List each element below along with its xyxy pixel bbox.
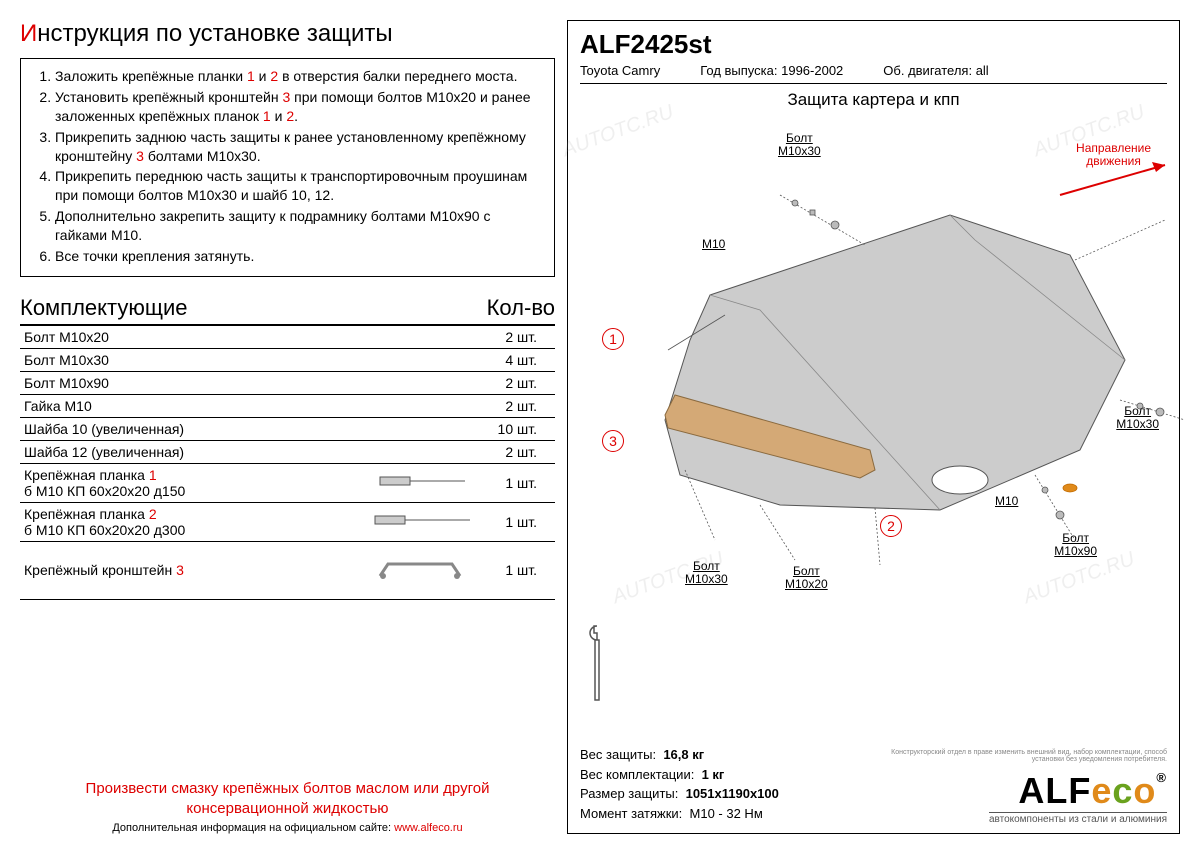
instruction-3: Прикрепить заднюю часть защиты к ранее у… [55,128,542,166]
callout-bolt-r2: БолтМ10х90 [1054,532,1097,558]
instruction-2: Установить крепёжный кронштейн 3 при пом… [55,88,542,126]
part-row: Шайба 10 (увеличенная)10 шт. [20,417,555,440]
wrench-icon [584,618,610,713]
callout-bolt-bc: БолтМ10х20 [785,565,828,591]
engine-info: Об. двигателя: all [883,63,988,78]
product-code: ALF2425st [580,29,1167,60]
brand-tagline: автокомпоненты из стали и алюминия [989,812,1167,825]
part-row-illus: Крепёжная планка 2б М10 КП 60х20х20 д300… [20,502,555,541]
part-row: Шайба 12 (увеличенная)2 шт. [20,440,555,463]
footer-link-line: Дополнительная информация на официальном… [20,822,555,834]
diagram-panel: ALF2425st Toyota Camry Год выпуска: 1996… [567,20,1180,834]
title-first-letter: И [20,20,37,47]
parts-header-row: Комплектующие Кол-во [20,295,555,326]
part-row: Болт М10х304 шт. [20,348,555,371]
part-row-illus: Крепёжный кронштейн 3 1 шт. [20,541,555,599]
parts-table: Болт М10х202 шт. Болт М10х304 шт. Болт М… [20,326,555,600]
diagram-title: Защита картера и кпп [580,90,1167,110]
main-title: Инструкция по установке защиты [20,20,555,48]
part-row-illus: Крепёжная планка 1б М10 КП 60х20х20 д150… [20,463,555,502]
plank-long-icon [365,502,475,541]
callout-bolt-r1: БолтМ10х30 [1116,405,1159,431]
brand-block: ALFeco® автокомпоненты из стали и алюмин… [989,770,1167,825]
callout-m10: М10 [702,238,725,251]
instruction-4: Прикрепить переднюю часть защиты к транс… [55,167,542,205]
marker-3: 3 [602,430,624,452]
instructions-list: Заложить крепёжные планки 1 и 2 в отверс… [29,67,542,266]
brand-logo: ALFeco® [989,770,1167,812]
skid-plate-svg [580,110,1190,630]
part-row: Болт М10х902 шт. [20,371,555,394]
bracket-icon [365,541,475,599]
instruction-6: Все точки крепления затянуть. [55,247,542,266]
parts-header: Комплектующие [20,295,187,321]
qty-header: Кол-во [487,295,555,321]
instructions-box: Заложить крепёжные планки 1 и 2 в отверс… [20,58,555,277]
callout-bolt-top: БолтМ10х30 [778,132,821,158]
plank-short-icon [365,463,475,502]
instruction-1: Заложить крепёжные планки 1 и 2 в отверс… [55,67,542,86]
callout-bolt-bl: БолтМ10х30 [685,560,728,586]
vehicle-name: Toyota Camry [580,63,660,78]
fine-print: Конструкторский отдел в праве изменить в… [887,749,1167,763]
callout-m10-r: М10 [995,495,1018,508]
specs-block: Вес защиты: 16,8 кг Вес комплектации: 1 … [580,745,779,823]
year-info: Год выпуска: 1996-2002 [700,63,843,78]
meta-row: Toyota Camry Год выпуска: 1996-2002 Об. … [580,60,1167,84]
website-link[interactable]: www.alfeco.ru [394,822,462,834]
diagram-area: AUTOTC.RU AUTOTC.RU AUTOTC.RU AUTOTC.RU … [580,110,1167,630]
marker-2: 2 [880,515,902,537]
direction-label: Направлениедвижения [1076,142,1151,168]
marker-1: 1 [602,328,624,350]
part-row: Гайка М102 шт. [20,394,555,417]
footer-warning: Произвести смазку крепёжных болтов масло… [20,779,555,818]
part-row: Болт М10х202 шт. [20,326,555,349]
title-rest: нструкция по установке защиты [37,20,392,47]
instruction-5: Дополнительно закрепить защиту к подрамн… [55,207,542,245]
